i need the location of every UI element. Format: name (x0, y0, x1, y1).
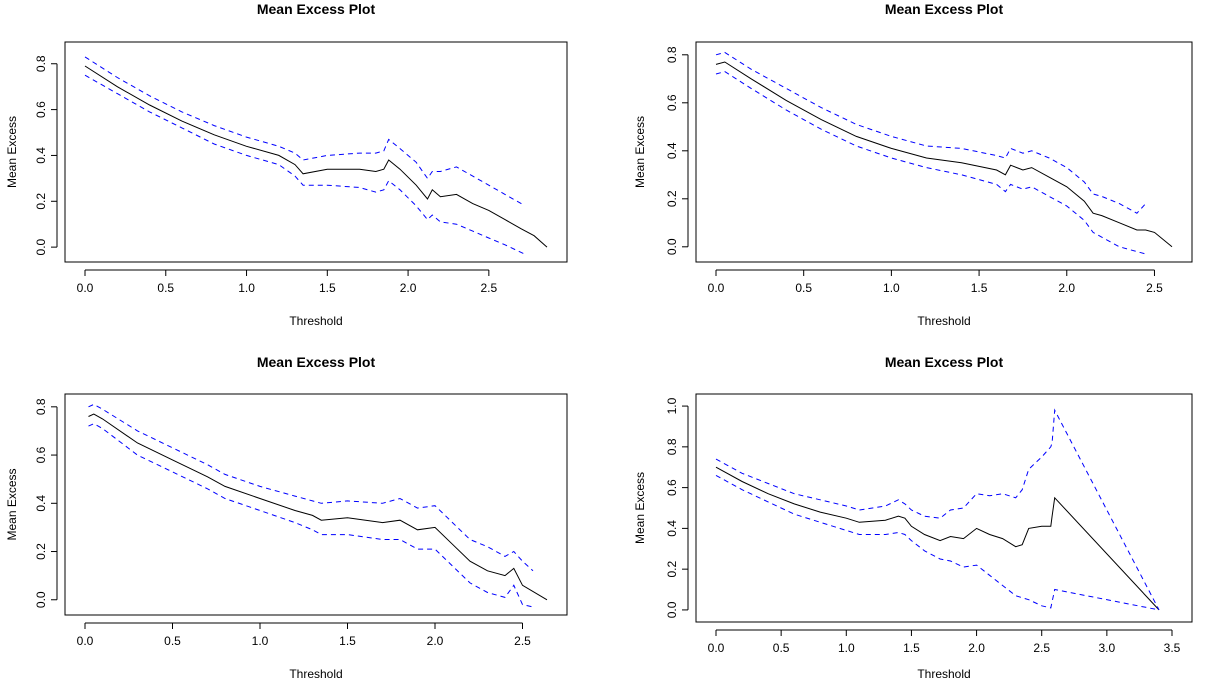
x-tick-label: 2.0 (968, 641, 985, 655)
x-tick-label: 0.0 (708, 281, 725, 295)
plot-frame (695, 41, 1193, 263)
plot-frame (695, 393, 1193, 623)
mean-excess-line (84, 65, 548, 248)
plot-frame (64, 393, 568, 616)
x-tick-label: 0.0 (77, 634, 94, 648)
chart-panel-1: Mean Excess Plot 0.0 0.5 1.0 1.5 2.0 2.5 0.0 0.2… (5, 1, 568, 328)
upper-ci-line (84, 56, 525, 207)
x-tick-label: 0.5 (773, 641, 790, 655)
y-tick-label: 0.2 (665, 560, 679, 577)
x-tick-label: 0.5 (795, 281, 812, 295)
x-tick-label: 2.0 (400, 281, 417, 295)
x-tick-label: 2.0 (427, 634, 444, 648)
y-tick-label: 0.2 (34, 193, 48, 210)
plot-frame (64, 41, 568, 263)
y-tick-label: 0.8 (34, 55, 48, 72)
y-axis-label: Mean Excess (633, 116, 647, 188)
chart-title: Mean Excess Plot (885, 1, 1004, 17)
chart-title: Mean Excess Plot (885, 354, 1004, 370)
chart-panel-4: Mean Excess Plot 0.0 0.5 1.0 1.5 2.0 2.5 3.0 3.5… (633, 354, 1193, 681)
mean-excess-line (715, 61, 1173, 248)
y-axis-label: Mean Excess (5, 116, 19, 188)
y-tick-label: 0.0 (34, 591, 48, 608)
y-tick-label: 0.8 (665, 46, 679, 63)
y-tick-label: 0.2 (34, 543, 48, 560)
y-tick-label: 0.4 (665, 142, 679, 159)
x-axis-label: Threshold (289, 667, 342, 681)
x-axis-label: Threshold (917, 667, 970, 681)
x-tick-label: 1.0 (883, 281, 900, 295)
y-tick-label: 1.0 (665, 397, 679, 414)
x-axis-label: Threshold (917, 314, 970, 328)
x-tick-label: 0.0 (77, 281, 94, 295)
upper-ci-line (715, 51, 1147, 214)
x-tick-label: 1.0 (238, 281, 255, 295)
y-tick-label: 0.8 (665, 438, 679, 455)
x-tick-label: 1.5 (903, 641, 920, 655)
lower-ci-line (88, 423, 534, 608)
y-tick-label: 0.6 (665, 479, 679, 496)
chart-title: Mean Excess Plot (257, 354, 376, 370)
x-axis-label: Threshold (289, 314, 342, 328)
x-tick-label: 0.0 (708, 641, 725, 655)
mean-excess-line (88, 413, 548, 601)
x-tick-label: 1.0 (838, 641, 855, 655)
y-tick-label: 0.6 (34, 446, 48, 463)
x-tick-label: 2.5 (481, 281, 498, 295)
x-tick-label: 1.5 (971, 281, 988, 295)
y-axis-label: Mean Excess (5, 468, 19, 540)
x-tick-label: 1.0 (252, 634, 269, 648)
x-tick-label: 0.5 (164, 634, 181, 648)
y-tick-label: 0.6 (665, 94, 679, 111)
chart-panel-3: Mean Excess Plot 0.0 0.5 1.0 1.5 2.0 2.5 0.0 0.2… (5, 354, 568, 681)
lower-ci-line (715, 71, 1146, 255)
chart-title: Mean Excess Plot (257, 1, 376, 17)
x-tick-label: 1.5 (339, 634, 356, 648)
y-tick-label: 0.6 (34, 101, 48, 118)
y-tick-label: 0.0 (34, 238, 48, 255)
x-tick-label: 2.5 (1033, 641, 1050, 655)
x-tick-label: 2.5 (1146, 281, 1163, 295)
lower-ci-line (715, 474, 1160, 611)
x-tick-label: 0.5 (157, 281, 174, 295)
y-axis-label: Mean Excess (633, 472, 647, 544)
x-tick-label: 3.0 (1099, 641, 1116, 655)
x-tick-label: 1.5 (319, 281, 336, 295)
y-tick-label: 0.4 (34, 495, 48, 512)
chart-panel-2: Mean Excess Plot 0.0 0.5 1.0 1.5 2.0 2.5 0.0 0.2… (633, 1, 1193, 328)
y-tick-label: 0.8 (34, 398, 48, 415)
y-tick-label: 0.4 (34, 147, 48, 164)
upper-ci-line (88, 403, 534, 572)
lower-ci-line (84, 74, 525, 255)
y-tick-label: 0.0 (665, 601, 679, 618)
y-tick-label: 0.0 (665, 238, 679, 255)
x-tick-label: 2.5 (514, 634, 531, 648)
x-tick-label: 3.5 (1164, 641, 1181, 655)
mean-excess-line (715, 466, 1160, 611)
y-tick-label: 0.4 (665, 520, 679, 537)
x-tick-label: 2.0 (1058, 281, 1075, 295)
y-tick-label: 0.2 (665, 190, 679, 207)
upper-ci-line (715, 408, 1160, 611)
